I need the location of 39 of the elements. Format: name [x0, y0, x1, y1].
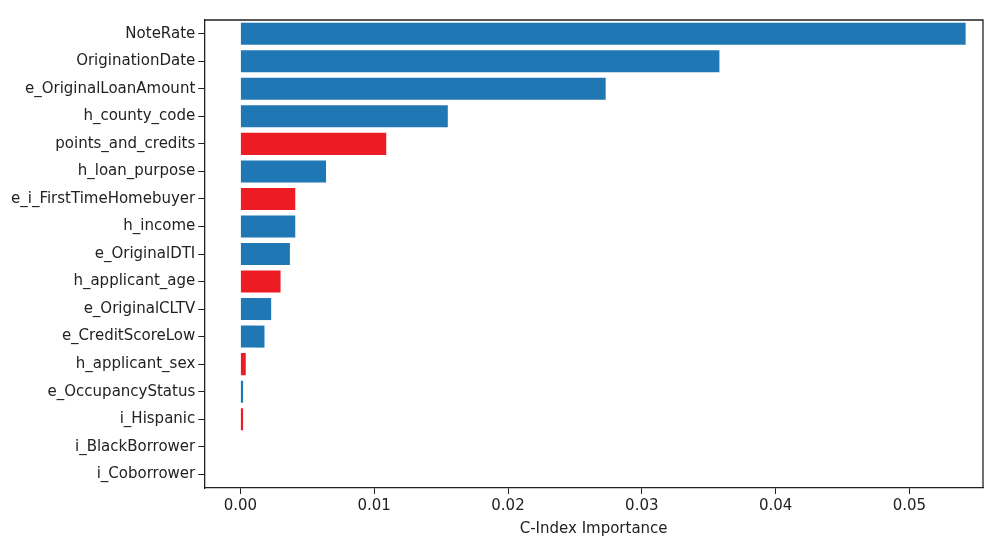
y-tick-label: h_county_code	[83, 106, 196, 126]
y-tick-label: NoteRate	[125, 23, 196, 42]
bar	[240, 77, 606, 100]
bar	[240, 105, 448, 128]
y-tick-label: e_OccupancyStatus	[47, 381, 196, 401]
bar	[240, 408, 244, 431]
bar	[240, 298, 272, 321]
bar	[240, 242, 290, 266]
y-tick-label: i_Hispanic	[119, 409, 196, 429]
x-axis-title: C-Index Importance	[519, 518, 668, 537]
bar	[240, 215, 296, 238]
y-tick-label: h_applicant_sex	[75, 354, 196, 374]
bar	[240, 380, 244, 403]
y-tick-label: OriginationDate	[76, 51, 196, 70]
bar	[240, 187, 296, 210]
bar	[240, 325, 265, 348]
bar	[240, 132, 387, 155]
y-tick-label: h_income	[123, 216, 196, 236]
x-tick-label: 0.04	[758, 495, 793, 514]
y-tick-label: i_Coborrower	[96, 464, 197, 484]
y-tick-label: e_i_FirstTimeHomebuyer	[10, 188, 197, 208]
y-tick-label: points_and_credits	[55, 133, 196, 153]
bar	[240, 160, 327, 183]
x-tick-label: 0.00	[223, 495, 258, 514]
y-tick-label: e_OriginalLoanAmount	[24, 78, 196, 98]
x-tick-label: 0.02	[491, 495, 525, 514]
x-tick-label: 0.05	[892, 495, 927, 514]
y-tick-label: i_BlackBorrower	[74, 436, 197, 456]
bar	[240, 22, 966, 45]
y-tick-label: e_OriginalCLTV	[83, 298, 196, 318]
y-tick-label: e_CreditScoreLow	[61, 326, 196, 346]
bar	[240, 353, 246, 376]
y-tick-label: e_OriginalDTI	[94, 243, 196, 263]
bar	[240, 270, 281, 293]
y-tick-label: h_loan_purpose	[77, 161, 196, 181]
x-tick-label: 0.03	[625, 495, 659, 514]
x-tick-label: 0.01	[357, 495, 391, 514]
bar	[240, 50, 720, 73]
y-tick-label: h_applicant_age	[73, 271, 196, 291]
